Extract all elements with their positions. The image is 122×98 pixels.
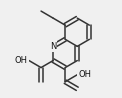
Text: OH: OH bbox=[78, 70, 91, 79]
Text: N: N bbox=[50, 42, 56, 51]
Text: OH: OH bbox=[15, 56, 28, 65]
